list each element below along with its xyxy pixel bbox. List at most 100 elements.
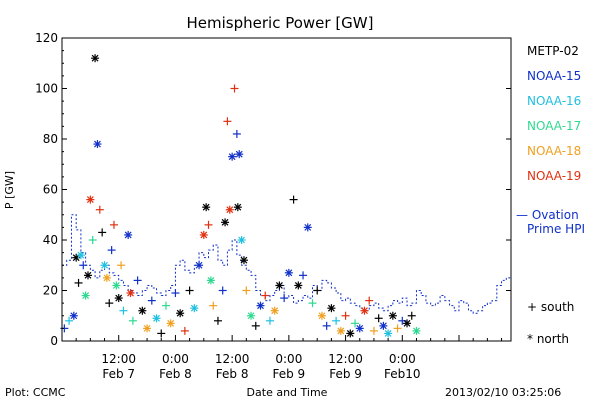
x-axis-label: Date and Time: [247, 386, 328, 399]
data-point-north: [100, 261, 109, 270]
data-point-south: [185, 286, 194, 295]
x-tick-label-time: 12:00: [101, 352, 136, 366]
data-point-south: [351, 319, 360, 328]
x-tick-label-time: 0:00: [389, 352, 416, 366]
legend-ovation-line1: — Ovation: [516, 208, 579, 222]
x-tick-label-date: Feb 8: [159, 367, 192, 381]
data-point-north: [228, 152, 237, 161]
legend-item: NOAA-17: [527, 119, 581, 133]
data-point-north: [202, 203, 211, 212]
data-point-north: [93, 140, 102, 149]
data-point-north: [247, 311, 256, 320]
y-tick-label: 0: [50, 334, 58, 348]
data-point-north: [76, 251, 85, 260]
plot-credit: Plot: CCMC: [5, 386, 66, 399]
y-tick-label: 120: [35, 31, 58, 45]
data-point-north: [69, 311, 78, 320]
y-tick-label: 60: [43, 183, 58, 197]
plot-timestamp: 2013/02/10 03:25:06: [445, 386, 561, 399]
data-point-south: [157, 329, 166, 338]
data-point-south: [299, 271, 308, 280]
data-point-north: [143, 324, 152, 333]
data-point-north: [138, 306, 147, 315]
data-point-north: [114, 294, 123, 303]
data-point-north: [403, 319, 412, 328]
data-point-north: [221, 218, 230, 227]
data-point-south: [65, 316, 74, 325]
x-tick-label-time: 12:00: [215, 352, 250, 366]
data-point-north: [190, 304, 199, 313]
data-point-south: [213, 316, 222, 325]
legend: METP-02 NOAA-15 NOAA-16 NOAA-17 NOAA-18 NOAA-…: [516, 44, 585, 346]
data-point-north: [303, 223, 312, 232]
data-point-north: [336, 326, 345, 335]
data-point-south: [242, 286, 251, 295]
data-point-north: [195, 261, 204, 270]
data-point-south: [218, 286, 227, 295]
data-point-south: [204, 220, 213, 229]
data-point-south: [119, 306, 128, 315]
data-point-south: [74, 278, 83, 287]
data-point-south: [393, 324, 402, 333]
data-point-north: [91, 54, 100, 63]
data-point-south: [251, 321, 260, 330]
data-point-south: [117, 261, 126, 270]
data-point-north: [294, 281, 303, 290]
data-point-north: [126, 289, 135, 298]
data-point-south: [322, 321, 331, 330]
x-tick-label-date: Feb 8: [216, 367, 249, 381]
data-point-north: [270, 306, 279, 315]
data-point-north: [239, 256, 248, 265]
data-point-south: [88, 236, 97, 244]
legend-satellites: METP-02 NOAA-15 NOAA-16 NOAA-17 NOAA-18 NOAA-…: [527, 44, 581, 183]
data-point-north: [112, 281, 121, 290]
data-point-north: [327, 304, 336, 313]
data-point-south: [223, 117, 232, 126]
data-point-south: [79, 261, 88, 270]
x-tick-label-time: 0:00: [275, 352, 302, 366]
data-point-south: [109, 220, 118, 229]
y-tick-label: 20: [43, 284, 58, 298]
data-point-north: [317, 311, 326, 320]
data-point-south: [95, 205, 104, 214]
data-point-north: [176, 309, 185, 318]
data-point-south: [289, 195, 298, 204]
y-tick-label: 80: [43, 132, 58, 146]
legend-item: METP-02: [527, 44, 579, 58]
data-point-south: [332, 316, 341, 325]
data-point-south: [369, 326, 378, 335]
data-point-south: [232, 129, 241, 138]
data-point-north: [384, 329, 393, 338]
data-point-north: [199, 230, 208, 239]
data-point-south: [209, 301, 218, 310]
data-point-south: [161, 301, 170, 310]
data-point-north: [388, 311, 397, 320]
x-tick-label-date: Feb10: [384, 367, 421, 381]
data-point-south: [265, 316, 274, 325]
data-point-south: [105, 299, 114, 308]
data-point-south: [407, 311, 416, 320]
x-tick-label-date: Feb 9: [273, 367, 306, 381]
data-point-south: [374, 314, 383, 323]
data-point-north: [86, 195, 95, 204]
data-point-north: [256, 301, 265, 310]
data-point-north: [81, 291, 90, 300]
x-tick-label-time: 0:00: [162, 352, 189, 366]
data-point-south: [98, 228, 107, 237]
x-tick-label-date: Feb 7: [102, 367, 135, 381]
plot-frame: [61, 37, 512, 342]
data-point-south: [180, 326, 189, 335]
data-point-south: [133, 276, 142, 285]
data-point-south: [341, 311, 350, 320]
legend-south: + south: [527, 300, 574, 314]
legend-item: NOAA-16: [527, 94, 581, 108]
data-point-north: [83, 271, 92, 280]
y-tick-label: 100: [35, 82, 58, 96]
data-point-north: [284, 268, 293, 277]
data-point-south: [261, 291, 270, 300]
legend-north: * north: [527, 332, 569, 346]
data-point-north: [102, 273, 111, 282]
data-point-south: [280, 294, 289, 303]
